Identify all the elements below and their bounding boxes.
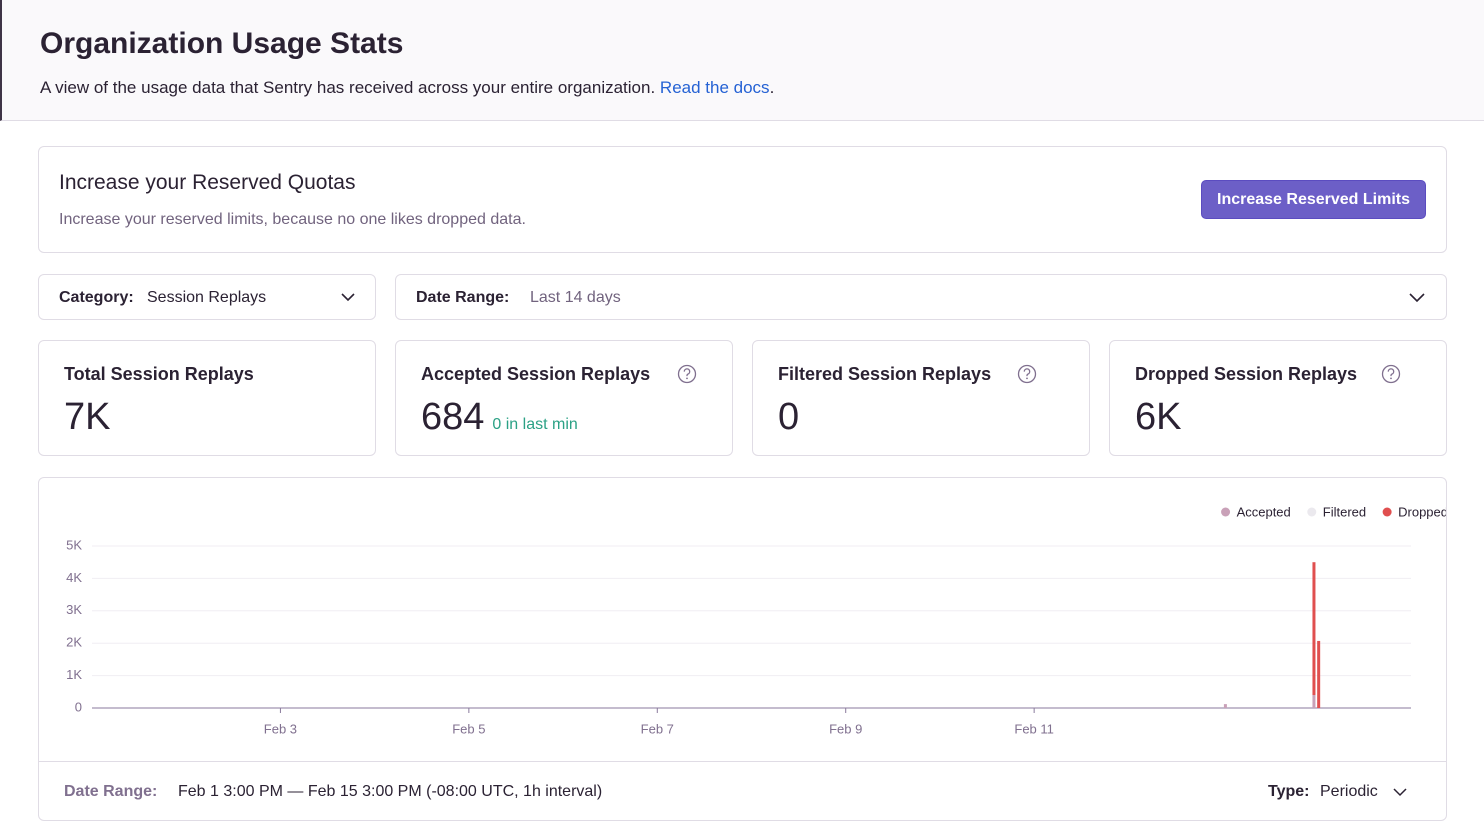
legend-marker (1307, 507, 1317, 517)
date-range-value: Last 14 days (530, 289, 621, 306)
stat-card: Dropped Session Replays 6K (1109, 340, 1447, 456)
banner-text: Increase your reserved limits, because n… (59, 211, 526, 228)
stat-value: 7K (64, 396, 111, 438)
legend-label: Filtered (1323, 504, 1366, 519)
legend-label: Accepted (1237, 504, 1291, 519)
stat-card: Accepted Session Replays 684 0 in last mi… (395, 340, 733, 456)
y-tick-label: 0 (75, 699, 82, 714)
x-tick-label: Feb 9 (829, 721, 862, 736)
page-title: Organization Usage Stats (40, 27, 404, 60)
chevron-icon (1393, 788, 1407, 797)
stat-value: 684 (421, 396, 485, 438)
x-tick-label: Feb 5 (452, 721, 485, 736)
type-label: Type: (1268, 783, 1310, 800)
x-tick-label: Feb 11 (1014, 721, 1054, 736)
chart-footer: Date Range: Feb 1 3:00 PM — Feb 15 3:00 … (39, 761, 1446, 821)
docs-link[interactable]: Read the docs (659, 78, 770, 97)
stat-card: Total Session Replays 7K (38, 340, 376, 456)
y-tick-label: 2K (66, 635, 82, 650)
page-description: A view of the usage data that Sentry has… (40, 78, 774, 98)
banner-title: Increase your Reserved Quotas (59, 171, 356, 194)
stat-title: Total Session Replays (64, 364, 254, 384)
footer-date-value: Feb 1 3:00 PM — Feb 15 3:00 PM (-08:00 U… (178, 783, 603, 800)
legend-marker (1221, 507, 1231, 517)
chart: 0 1K 2K 3K 4K 5K Feb 3 Feb 5 Feb 7 Feb 9 Feb 11 Dro… (66, 504, 1448, 736)
bar-segment (1312, 562, 1316, 696)
chevron-icon (1409, 293, 1425, 303)
stat-title: Filtered Session Replays (778, 364, 992, 384)
bar-segment (1317, 640, 1321, 708)
help-icon[interactable] (1381, 364, 1401, 384)
quota-banner: Increase your Reserved Quotas Increase y… (38, 146, 1447, 253)
y-tick-label: 1K (66, 667, 82, 682)
y-tick-label: 3K (66, 602, 82, 617)
chevron-icon (341, 293, 355, 302)
x-tick-label: Feb 7 (641, 721, 674, 736)
stat-value: 0 (778, 396, 800, 438)
stat-title: Dropped Session Replays (1135, 364, 1358, 384)
type-value[interactable]: Periodic (1320, 783, 1378, 800)
date-range-select[interactable]: Date Range: Last 14 days (395, 274, 1447, 320)
category-value: Session Replays (147, 289, 267, 306)
page-header: Organization Usage Stats A view of the u… (0, 0, 1484, 121)
bar-segment (1312, 695, 1316, 708)
help-icon[interactable] (1017, 364, 1037, 384)
stat-value: 6K (1135, 396, 1182, 438)
stat-note: 0 in last min (492, 416, 578, 433)
chart-panel: 0 1K 2K 3K 4K 5K Feb 3 Feb 5 Feb 7 Feb 9 Feb 11 Dro… (38, 477, 1448, 821)
footer-date-label: Date Range: (64, 783, 158, 800)
stat-value-row: 684 0 in last min (421, 396, 578, 439)
bar-segment (1223, 704, 1227, 708)
legend-marker (1382, 507, 1392, 517)
legend-label: Dropped (1398, 504, 1446, 519)
stat-title: Accepted Session Replays (421, 364, 651, 384)
y-tick-label: 4K (66, 570, 82, 585)
category-label: Category: (59, 289, 134, 306)
stat-card: Filtered Session Replays 0 (752, 340, 1090, 456)
x-tick-label: Feb 3 (264, 721, 297, 736)
date-range-label: Date Range: (416, 289, 510, 306)
description-end: . (769, 78, 775, 97)
description-text: A view of the usage data that Sentry has… (40, 78, 656, 97)
category-select[interactable]: Category: Session Replays (38, 274, 376, 320)
increase-limits-button[interactable]: Increase Reserved Limits (1201, 180, 1426, 219)
y-tick-label: 5K (66, 537, 82, 552)
help-icon[interactable] (677, 364, 697, 384)
